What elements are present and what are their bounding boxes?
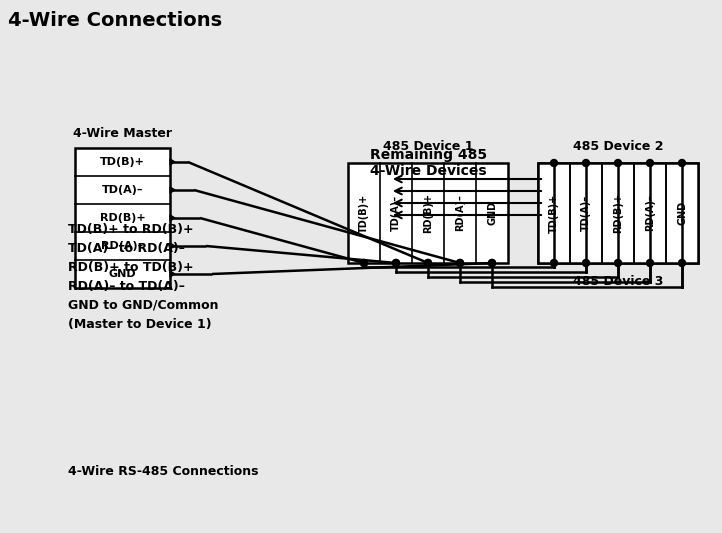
Polygon shape (170, 159, 175, 165)
Text: TD(A)– to RD(A)–: TD(A)– to RD(A)– (68, 242, 185, 255)
Text: RD(B)+: RD(B)+ (423, 193, 433, 233)
Text: TD(B)+: TD(B)+ (549, 193, 559, 232)
Text: GND: GND (677, 201, 687, 225)
Text: RD(B)+ to TD(B)+: RD(B)+ to TD(B)+ (68, 261, 193, 274)
Circle shape (550, 260, 557, 266)
Text: RD(A)– to TD(A)–: RD(A)– to TD(A)– (68, 280, 185, 293)
Text: TD(B)+: TD(B)+ (100, 157, 145, 167)
Text: GND: GND (109, 269, 136, 279)
Bar (348, 163, 508, 263)
Text: TD(A)–: TD(A)– (102, 185, 143, 195)
Circle shape (425, 260, 432, 266)
Text: RD(B)+: RD(B)+ (100, 213, 145, 223)
Bar (538, 163, 698, 263)
Circle shape (393, 260, 399, 266)
Polygon shape (170, 215, 175, 221)
Text: TD(B)+: TD(B)+ (549, 193, 559, 232)
Text: TD(B)+: TD(B)+ (359, 193, 369, 232)
Circle shape (679, 159, 685, 166)
Text: RD(B)+: RD(B)+ (613, 193, 623, 233)
Text: GND: GND (487, 201, 497, 225)
Text: (Master to Device 1): (Master to Device 1) (68, 318, 212, 331)
Circle shape (393, 260, 399, 266)
Circle shape (614, 159, 622, 166)
Circle shape (614, 260, 622, 266)
Circle shape (583, 159, 589, 166)
Circle shape (489, 260, 495, 266)
Text: 4-Wire RS-485 Connections: 4-Wire RS-485 Connections (68, 465, 258, 478)
Circle shape (360, 260, 367, 266)
Text: GND to GND/Common: GND to GND/Common (68, 299, 219, 312)
Circle shape (583, 260, 589, 266)
Circle shape (360, 260, 367, 266)
Text: RD(A)–: RD(A)– (645, 195, 655, 231)
Text: 485 Device 2: 485 Device 2 (573, 140, 664, 153)
Text: 485 Device 1: 485 Device 1 (383, 140, 473, 153)
Circle shape (679, 260, 685, 266)
Text: TD(A)–: TD(A)– (391, 195, 401, 231)
Text: RD(A)–: RD(A)– (455, 195, 465, 231)
Text: RD(A)–: RD(A)– (101, 241, 144, 251)
Text: TD(A)–: TD(A)– (581, 195, 591, 231)
Circle shape (425, 260, 432, 266)
Circle shape (489, 260, 495, 266)
Text: 485 Device 3: 485 Device 3 (573, 275, 664, 288)
Circle shape (456, 260, 464, 266)
Text: TD(A)–: TD(A)– (581, 195, 591, 231)
Text: RD(B)+: RD(B)+ (613, 193, 623, 233)
Text: 4-Wire Connections: 4-Wire Connections (8, 11, 222, 30)
Circle shape (646, 159, 653, 166)
Circle shape (456, 260, 464, 266)
Circle shape (646, 260, 653, 266)
Bar (75, 148, 170, 288)
Text: RD(A)–: RD(A)– (645, 195, 655, 231)
Text: GND: GND (677, 201, 687, 225)
Polygon shape (170, 271, 175, 277)
Bar (538, 163, 698, 263)
Circle shape (550, 159, 557, 166)
Text: Remaining 485
4-Wire Devices: Remaining 485 4-Wire Devices (370, 148, 487, 178)
Text: 4-Wire Master: 4-Wire Master (73, 127, 172, 140)
Text: TD(B)+ to RD(B)+: TD(B)+ to RD(B)+ (68, 223, 193, 236)
Polygon shape (170, 187, 175, 193)
Polygon shape (170, 243, 175, 249)
